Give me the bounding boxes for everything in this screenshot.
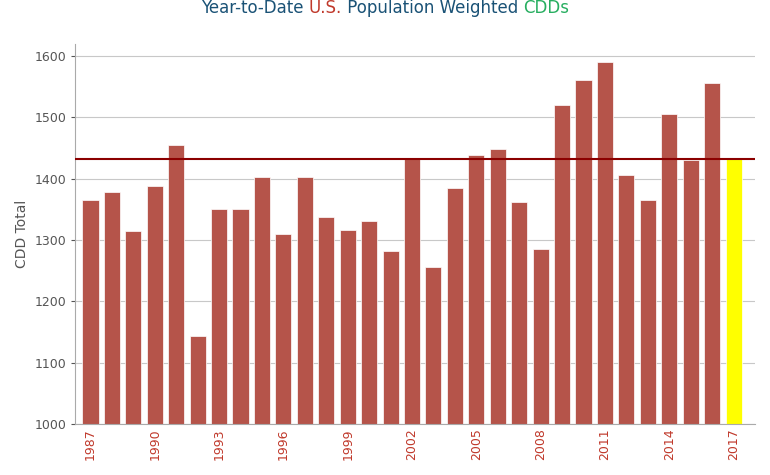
Bar [640,200,656,424]
Bar [554,105,570,424]
Bar [126,231,142,424]
Bar [104,192,120,424]
Bar [575,80,591,424]
Bar [361,221,377,424]
Bar [276,234,291,424]
Bar [490,149,506,424]
Bar [511,202,527,424]
Bar [296,177,313,424]
Bar [725,159,742,424]
Bar [189,336,206,424]
Bar [168,145,184,424]
Bar [447,188,463,424]
Bar [383,251,399,424]
Text: Year-to-Date: Year-to-Date [201,0,309,17]
Bar [233,209,249,424]
Text: Population Weighted: Population Weighted [342,0,524,17]
Bar [318,217,334,424]
Bar [82,200,99,424]
Bar [254,177,270,424]
Text: U.S.: U.S. [309,0,342,17]
Y-axis label: CDD Total: CDD Total [15,200,29,268]
Text: CDDs: CDDs [524,0,569,17]
Bar [704,84,720,424]
Bar [661,114,678,424]
Bar [404,159,420,424]
Bar [211,209,227,424]
Bar [597,62,613,424]
Bar [618,175,634,424]
Bar [425,267,441,424]
Bar [683,160,698,424]
Bar [147,186,162,424]
Bar [340,230,356,424]
Bar [533,249,549,424]
Bar [468,155,484,424]
